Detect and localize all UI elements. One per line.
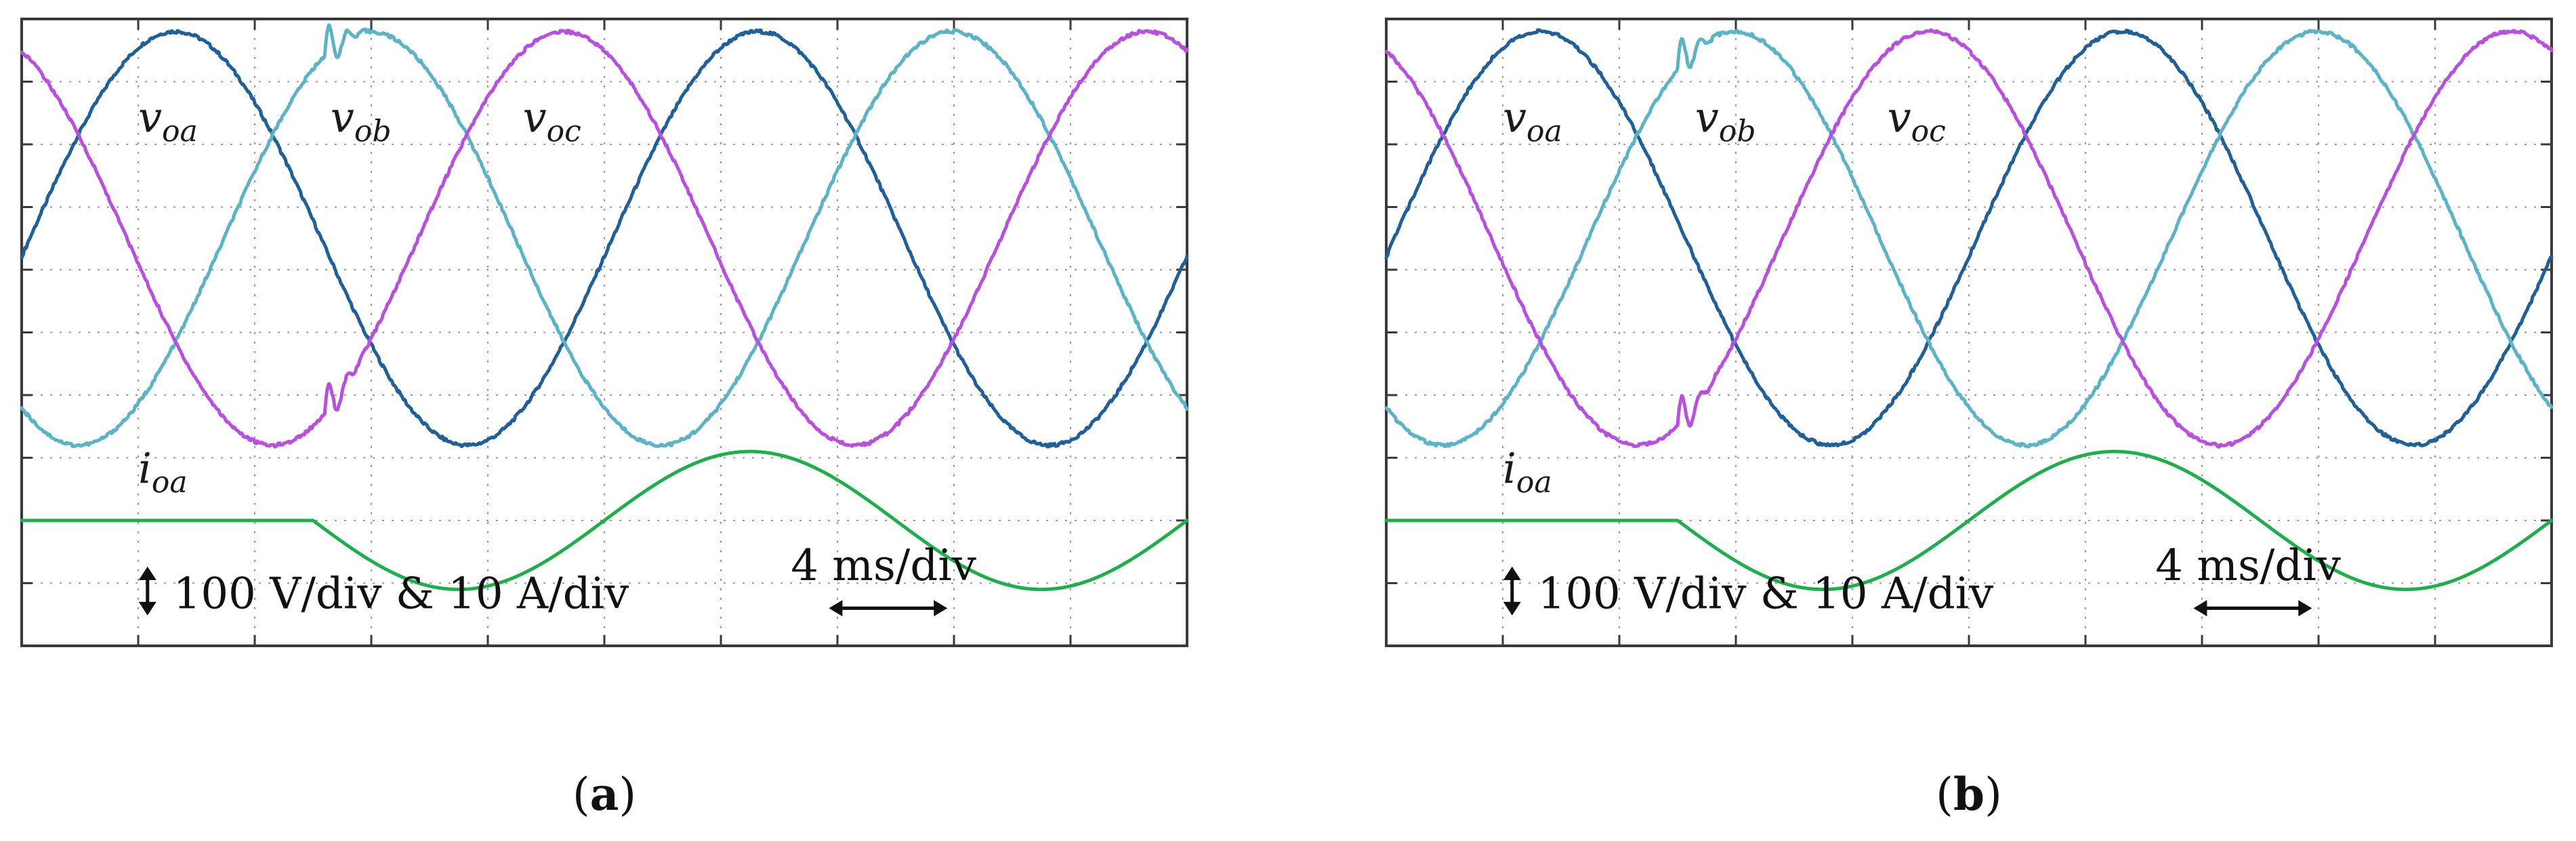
scale-arrow-head-right xyxy=(934,600,948,617)
trace-label-sub: ob xyxy=(354,115,392,149)
scale-arrow-head-down xyxy=(138,602,157,616)
scale-arrow-head-down xyxy=(1503,602,1521,616)
trace-label-v-ob: vob xyxy=(331,93,392,149)
scale-time-label: 4 ms/div xyxy=(791,541,976,591)
trace-v-oc xyxy=(20,28,1189,449)
scale-arrow-head-up xyxy=(1503,567,1521,580)
trace-label-sub: oa xyxy=(1526,115,1562,149)
trace-label-v-oc: voc xyxy=(523,93,581,149)
trace-label-sub: oa xyxy=(1516,466,1552,500)
scale-arrow-head-up xyxy=(138,567,157,580)
scale-arrow-head-left xyxy=(829,600,843,617)
trace-label-sub: oc xyxy=(547,115,581,149)
panel-caption-b: (b) xyxy=(1936,768,2002,821)
trace-i-oa xyxy=(20,449,1189,592)
trace-v-oa xyxy=(20,28,1189,449)
scale-arrow-head-right xyxy=(2298,600,2312,617)
scale-voltage-label: 100 V/div & 10 A/div xyxy=(1538,569,1994,619)
trace-label-main: v xyxy=(523,93,547,142)
trace-label-main: v xyxy=(331,93,354,142)
trace-v-oa xyxy=(1384,28,2554,448)
scope-grid xyxy=(1386,19,2552,646)
trace-label-main: v xyxy=(1503,93,1526,142)
trace-label-main: i xyxy=(1503,444,1516,493)
trace-label-v-oa: voa xyxy=(138,93,198,149)
caption-close-paren: ) xyxy=(1985,768,2002,821)
caption-letter: a xyxy=(590,768,619,821)
trace-v-ob xyxy=(1384,28,2554,449)
trace-label-main: v xyxy=(138,93,162,142)
trace-label-i-oa: ioa xyxy=(1503,444,1552,500)
scale-voltage-label: 100 V/div & 10 A/div xyxy=(173,569,629,619)
caption-close-paren: ) xyxy=(619,768,636,821)
trace-label-v-ob: vob xyxy=(1695,93,1756,149)
trace-label-main: i xyxy=(138,444,152,493)
trace-label-v-oa: voa xyxy=(1503,93,1562,149)
trace-v-oc xyxy=(1384,28,2554,449)
trace-label-sub: oc xyxy=(1911,115,1946,149)
caption-open-paren: ( xyxy=(573,768,590,821)
trace-label-i-oa: ioa xyxy=(138,444,188,500)
trace-label-v-oc: voc xyxy=(1888,93,1946,149)
trace-label-sub: oa xyxy=(162,115,198,149)
scope-grid xyxy=(22,19,1187,646)
trace-v-ob xyxy=(20,23,1189,449)
trace-label-main: v xyxy=(1888,93,1911,142)
scale-time-label: 4 ms/div xyxy=(2155,541,2341,591)
caption-open-paren: ( xyxy=(1936,768,1953,821)
scale-arrow-head-left xyxy=(2193,600,2207,617)
caption-letter: b xyxy=(1953,768,1985,821)
trace-label-main: v xyxy=(1695,93,1719,142)
panel-caption-a: (a) xyxy=(573,768,636,821)
trace-label-sub: oa xyxy=(152,466,188,500)
trace-label-sub: ob xyxy=(1719,115,1756,149)
trace-i-oa xyxy=(1384,449,2554,592)
